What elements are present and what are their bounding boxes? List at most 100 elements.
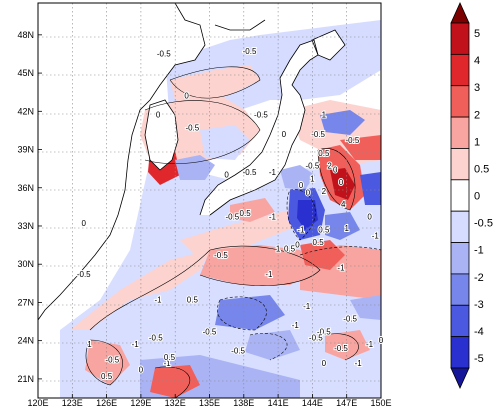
contour-label: -0.5	[157, 50, 171, 59]
contour-label: -0.5	[237, 209, 251, 218]
coastlines	[38, 3, 346, 321]
colorbar-swatch	[450, 53, 470, 87]
x-tick-label: 150E	[370, 398, 391, 408]
contour-label: 0	[299, 181, 304, 190]
colorbar-tick-label: -3	[474, 299, 484, 311]
contour-label: 0.5	[101, 372, 113, 381]
x-tick-label: 147E	[336, 398, 357, 408]
contour-label: 0	[184, 92, 189, 101]
contour-labels: -0.5-0.50-0.50-0.510 -0.5-0.50.5-0.5 0-1-0…	[76, 46, 385, 382]
colorbar-tick-label: -2	[474, 272, 484, 284]
colorbar-swatch	[450, 85, 470, 118]
contour-label: -1	[297, 225, 305, 234]
map-frame: -0.5-0.50-0.50-0.510 -0.5-0.50.5-0.5 0-1-0…	[17, 2, 392, 408]
contour-label: -0.5	[346, 136, 360, 145]
colorbar-tick-label: -4	[474, 326, 484, 338]
contour-label: -0.5	[149, 334, 163, 343]
contour-label: 0.5	[164, 353, 176, 362]
y-tick-label: 27N	[17, 297, 34, 307]
colorbar-swatch	[450, 273, 470, 306]
y-tick-label: 42N	[17, 106, 34, 116]
contour-label: -1	[355, 359, 363, 368]
y-axis: 21N 24N 27N 30N 33N 36N 39N 42N 45N 48N	[17, 30, 42, 384]
contour-label: 2	[327, 162, 332, 171]
contour-label: 0	[367, 213, 372, 222]
contour-label: 1	[310, 174, 315, 183]
contour-label: 1	[322, 111, 327, 120]
colorbar-swatch	[450, 210, 470, 243]
contour-label: 0.5	[187, 295, 199, 304]
x-tick-label: 135E	[199, 398, 220, 408]
contour-label: 0	[295, 241, 300, 250]
contour-label: -0.5	[309, 334, 323, 343]
y-tick-label: 24N	[17, 336, 34, 346]
contour-label: -1	[154, 295, 162, 304]
colorbar: 5 4 3 2 1 0.5 0 -0.5 -1 -2 -3 -4 -5	[450, 2, 493, 389]
contour-label: -0.5	[343, 315, 357, 324]
graticule	[38, 3, 381, 398]
contour-label: -0.5	[311, 130, 325, 139]
contour-label: 0	[322, 359, 327, 368]
contour-lines	[85, 66, 381, 398]
y-tick-label: 21N	[17, 374, 34, 384]
contour-label: -0.5	[214, 251, 228, 260]
y-tick-label: 33N	[17, 221, 34, 231]
x-tick-label: 120E	[27, 398, 48, 408]
contour-label: 1	[87, 340, 92, 349]
contour-label: 0	[339, 178, 344, 187]
contour-label: -0.5	[306, 162, 320, 171]
contour-label: -1	[372, 232, 380, 241]
contour-label: -1	[303, 302, 311, 311]
colorbar-tick-label: 3	[474, 82, 480, 94]
contour-label: -1	[132, 340, 140, 349]
contour-label: 1	[276, 244, 281, 253]
colorbar-tick-label: -1	[474, 245, 484, 257]
colorbar-tick-label: 1	[474, 136, 480, 148]
colorbar-swatch	[450, 116, 470, 149]
contour-label: -0.5	[231, 346, 245, 355]
colorbar-swatch	[450, 179, 470, 212]
contour-label: -0.5	[243, 47, 257, 56]
y-tick-label: 45N	[17, 68, 34, 78]
x-tick-label: 123E	[62, 398, 83, 408]
contour-label: -0.5	[254, 111, 268, 120]
contour-label: 1	[344, 224, 349, 233]
contour-label: -1	[366, 340, 374, 349]
contour-label: 0	[379, 336, 384, 345]
contour-label: -0.5	[334, 344, 348, 353]
contour-label: -0.5	[185, 123, 199, 132]
contour-label: 0	[224, 171, 229, 180]
colorbar-tick-label: -5	[474, 353, 484, 365]
x-tick-label: 126E	[96, 398, 117, 408]
contour-label: 0	[139, 366, 144, 375]
contour-label: -0.5	[203, 327, 217, 336]
colorbar-tick-label: 4	[474, 55, 480, 67]
contour-label: 4	[341, 200, 346, 209]
y-tick-label: 30N	[17, 259, 34, 269]
y-tick-label: 36N	[17, 183, 34, 193]
contour-label: -0.5	[105, 355, 119, 364]
colorbar-swatch	[450, 304, 470, 338]
y-tick-label: 48N	[17, 30, 34, 40]
colorbar-tick-label: 5	[474, 28, 480, 40]
y-tick-label: 39N	[17, 145, 34, 155]
x-tick-label: 141E	[268, 398, 289, 408]
contour-label: 0	[306, 188, 311, 197]
contour-label: 0	[282, 130, 287, 139]
colorbar-tick-label: 0	[474, 191, 480, 203]
contour-label: -0.5	[317, 327, 331, 336]
contour-label: -1	[269, 213, 277, 222]
contour-label: 0	[156, 111, 161, 120]
contour-label: 0.5	[318, 225, 330, 234]
colorbar-swatch	[450, 242, 470, 275]
contour-label: 0	[82, 219, 87, 228]
contour-label: -1	[292, 321, 300, 330]
contour-label: -1	[265, 270, 273, 279]
colorbar-tick-label: -0.5	[474, 218, 493, 230]
contour-label: 0.5	[284, 244, 296, 253]
contour-label: 0.5	[313, 238, 325, 247]
contour-label: -1	[269, 168, 277, 177]
contour-label: 0.5	[318, 149, 330, 158]
x-tick-label: 129E	[130, 398, 151, 408]
